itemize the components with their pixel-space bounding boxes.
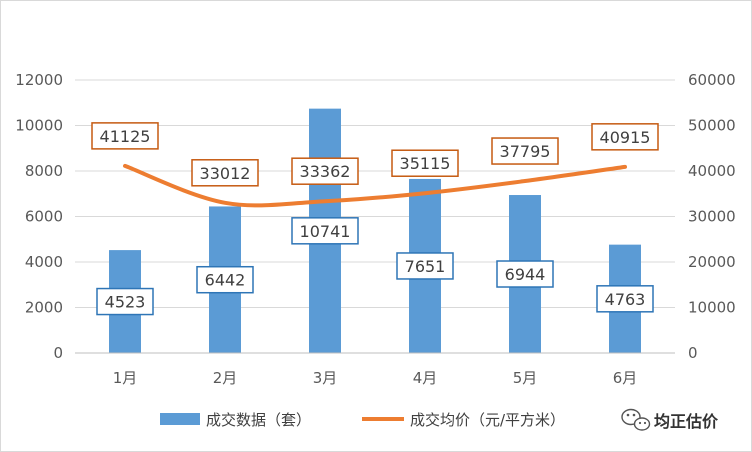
y-left-tick-label: 6000 [25,208,63,226]
data-label-text: 33362 [300,162,351,181]
y-left-tick-label: 2000 [25,299,63,317]
data-label-box [396,252,454,280]
data-label-text: 41125 [100,127,151,146]
y-right-tick-label: 20000 [688,253,736,271]
x-tick-label: 6月 [613,369,638,387]
data-label-text: 6944 [505,265,546,284]
y-right-tick-label: 30000 [688,208,736,226]
line-data-labels: 41125 33012 33362 35115 37795 40915 [91,122,659,187]
data-label-box [96,287,154,316]
y-right-tick-label: 10000 [688,299,736,317]
x-tick-label: 4月 [413,369,438,387]
y-left-tick-label: 0 [53,344,63,362]
legend-label-bars: 成交数据（套） [206,411,311,429]
legend-item-line: 成交均价（元/平方米） [362,411,565,429]
bar-data-label: 6442 [196,265,254,294]
wechat-icon [621,408,651,431]
data-label-box [196,265,254,294]
bar-data-label: 6944 [496,260,554,288]
price-line [123,163,627,208]
legend: 成交数据（套） 成交均价（元/平方米） [160,411,565,429]
y-left-tick-label: 8000 [25,162,63,180]
legend-item-bars: 成交数据（套） [160,411,311,429]
y-axis-right: 0 10000 20000 30000 40000 50000 60000 [688,71,736,362]
line-data-label: 40915 [591,123,659,151]
x-axis: 1月 2月 3月 4月 5月 6月 [113,369,638,387]
bar-data-label: 7651 [396,252,454,280]
line-data-label: 33362 [291,157,359,185]
y-right-tick-label: 60000 [688,71,736,89]
y-right-tick-label: 50000 [688,117,736,135]
y-left-tick-label: 4000 [25,253,63,271]
data-label-box [496,260,554,288]
data-label-text: 6442 [205,271,246,290]
watermark: 均正估价 [621,408,719,431]
line-data-label: 37795 [491,137,559,165]
x-tick-label: 1月 [113,369,138,387]
legend-swatch-bars [160,413,200,425]
data-label-text: 40915 [600,128,651,147]
data-label-text: 33012 [200,164,251,183]
y-left-tick-label: 10000 [15,117,63,135]
data-label-box [91,122,159,150]
bar-data-label: 4763 [596,285,654,313]
line-data-label: 41125 [91,122,159,150]
data-label-text: 35115 [400,154,451,173]
bar-data-labels: 4523 6442 10741 7651 6944 4763 [96,217,654,316]
data-label-box [391,149,459,177]
data-label-text: 7651 [405,257,446,276]
data-label-box [291,217,359,245]
watermark-text: 均正估价 [654,412,719,431]
line-data-label: 35115 [391,149,459,177]
x-tick-label: 5月 [513,369,538,387]
data-label-text: 10741 [300,222,351,241]
data-label-box [596,285,654,313]
data-label-text: 37795 [500,142,551,161]
y-axis-left: 0 2000 4000 6000 8000 10000 12000 [15,71,63,362]
data-label-text: 4523 [105,293,146,312]
x-tick-label: 2月 [213,369,238,387]
gridlines [75,79,675,308]
y-left-tick-label: 12000 [15,71,63,89]
data-label-box [291,157,359,185]
bar-data-label: 4523 [96,287,154,316]
legend-label-line: 成交均价（元/平方米） [410,411,565,429]
line-data-label: 33012 [191,159,259,187]
line-series [123,163,627,208]
data-label-text: 4763 [605,290,646,309]
bar-data-label: 10741 [291,217,359,245]
data-label-box [191,159,259,187]
y-right-tick-label: 40000 [688,162,736,180]
data-label-box [491,137,559,165]
y-right-tick-label: 0 [688,344,698,362]
data-label-box [591,123,659,151]
x-tick-label: 3月 [313,369,338,387]
